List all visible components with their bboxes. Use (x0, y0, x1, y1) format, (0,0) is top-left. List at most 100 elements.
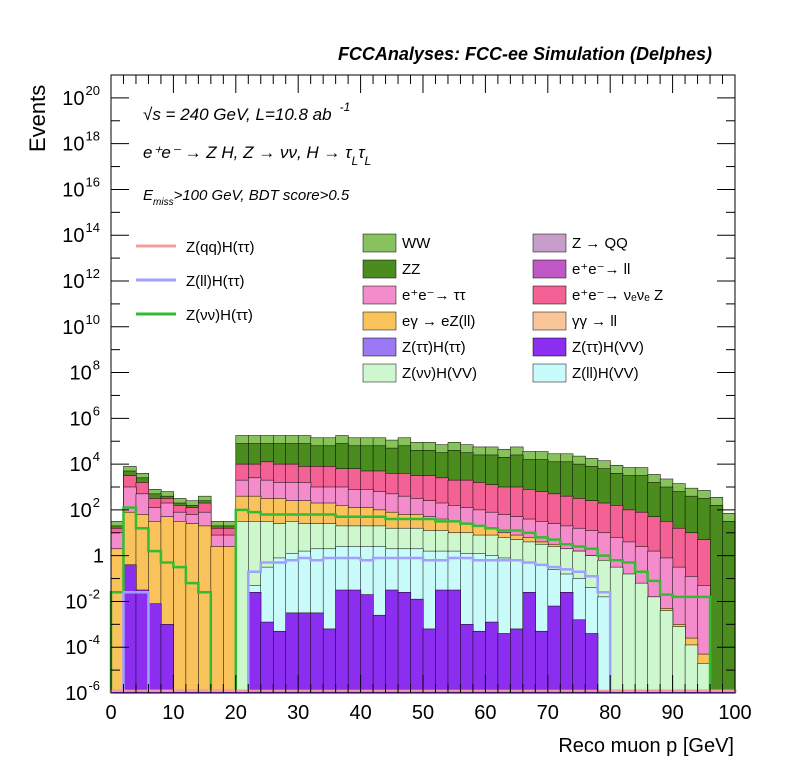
selection-annotation: Emiss>100 GeV, BDT score>0.5 (143, 187, 350, 208)
bar-ztautau-hvv-14 (285, 612, 299, 694)
bar-ztautau-hvv-38 (584, 633, 599, 694)
legend-swatch-ee_ll (532, 259, 567, 279)
legend-label-gammagamma_ll: γγ → ll (572, 313, 617, 330)
legend-swatch-Znunu_HVV (362, 363, 397, 383)
energy-text: √s = 240 GeV, L=10.8 ab (143, 105, 332, 124)
bar-egamma-ezll-6 (185, 523, 199, 694)
legend-swatch-egamma_eZll (362, 311, 397, 331)
legend-label-WW: WW (402, 235, 431, 252)
energy-annotation: √s = 240 GeV, L=10.8 ab -1 (143, 100, 350, 124)
bar-zll-hvv-39 (597, 596, 611, 694)
bar-ztautau-hvv-3 (148, 603, 162, 694)
bar-ztautau-hvv-17 (322, 628, 337, 694)
stacked-bars (110, 435, 736, 694)
legend-swatch-Z_QQ (532, 233, 567, 253)
selection-subscript: miss (153, 197, 174, 208)
selection-text: >100 GeV, BDT score>0.5 (174, 187, 350, 204)
x-tick-label: 100 (718, 702, 751, 724)
bar-ztautau-hvv-27 (447, 589, 461, 694)
bar-egamma-ezll-8 (210, 546, 224, 694)
bar-ztautau-hvv-32 (510, 628, 524, 694)
y-tick-label: 10-2 (65, 586, 100, 613)
legend-swatch-ee_nunuZ (532, 285, 567, 305)
bar-ztautau-hvv-22 (385, 589, 399, 694)
bar-znunu-hvv-42 (634, 582, 649, 694)
tau-symbol-2: τ (358, 143, 366, 162)
legend-label-Ztautau_HVV: Z(ττ)H(VV) (572, 339, 644, 356)
bar-znunu-hvv-10 (235, 521, 249, 694)
bar-ztautau-hvv-16 (310, 612, 324, 694)
selection-e: E (143, 187, 154, 204)
bar-ztautau-hvv-24 (410, 598, 424, 694)
bar-ztautau-hvv-26 (435, 589, 449, 694)
bar-ztautau-hvv-37 (572, 619, 586, 694)
x-axis-label: Reco muon p [GeV] (558, 735, 734, 757)
legend-label-sig_qq: Z(qq)H(ττ) (186, 239, 255, 256)
legend-swatch-Ztautau_HVV (532, 337, 567, 357)
legend-label-ZZ: ZZ (402, 261, 420, 278)
legend-swatch-WW (362, 233, 397, 253)
legend-label-sig_nunu: Z(νν)H(ττ) (186, 307, 253, 324)
bar-egamma-ezll-7 (198, 525, 212, 694)
y-tick-label: 108 (70, 358, 100, 385)
process-annotation: e⁺e⁻ → Z H, Z → νν, H → τLτL (143, 143, 371, 168)
bar-ztautau-hvv-15 (297, 612, 312, 694)
bar-ztautau-hvv-29 (472, 630, 486, 694)
energy-superscript: -1 (340, 100, 351, 114)
legend-swatch-ZZ (362, 259, 397, 279)
legend-swatch-Ztautau_Htautau (362, 337, 397, 357)
legend-label-Zll_HVV: Z(ll)H(VV) (572, 365, 639, 382)
bar-ztautau-hvv-25 (422, 628, 437, 694)
x-tick-label: 90 (661, 702, 683, 724)
bar-ztautau-hvv-13 (272, 630, 287, 694)
y-tick-label: 102 (70, 495, 100, 522)
bar-ztautau-hvv-23 (397, 592, 412, 694)
bar-ztautau-hvv-18 (335, 589, 349, 694)
legend-label-ee_ll: e⁺e⁻→ ll (572, 261, 630, 278)
y-tick-label: 10-4 (65, 632, 100, 659)
bar-znunu-hvv-44 (659, 610, 674, 694)
bar-znunu-hvv-47 (697, 662, 711, 694)
y-tick-label: 1016 (62, 174, 100, 201)
signal-line-znunu-htautau (109, 506, 737, 693)
bar-ZZ-48 (709, 505, 724, 694)
y-tick-label: 1012 (62, 266, 100, 293)
y-tick-label: 104 (70, 449, 100, 476)
bar-ztautau-hvv-4 (160, 624, 174, 694)
bar-ztautau-hvv-34 (535, 630, 549, 694)
y-tick-label: 10-6 (65, 678, 100, 705)
figure-title: FCCAnalyses: FCC-ee Simulation (Delphes) (338, 44, 712, 64)
legend-label-ee_nunuZ: e⁺e⁻→ νₑνₑ Z (572, 287, 663, 304)
legend-label-sig_ll: Z(ll)H(ττ) (186, 273, 245, 290)
bar-ztautau-hvv-11 (248, 592, 262, 694)
bar-znunu-hvv-41 (622, 573, 636, 694)
bar-znunu-hvv-46 (684, 644, 699, 694)
y-tick-label: 1010 (62, 312, 100, 339)
y-tick-label: 1018 (62, 129, 100, 156)
bar-ztautau-hvv-1 (123, 564, 137, 694)
bar-ztautau-hvv-31 (497, 633, 511, 694)
x-tick-label: 0 (105, 702, 116, 724)
y-tick-label: 106 (70, 403, 100, 430)
y-axis-label: Events (25, 85, 50, 152)
y-tick-label: 1 (93, 546, 104, 568)
bar-egamma-ezll-0 (110, 548, 125, 694)
legend-label-Ztautau_Htautau: Z(ττ)H(ττ) (402, 339, 466, 356)
legend-label-Z_QQ: Z → QQ (572, 235, 628, 252)
bar-ztautau-hvv-33 (522, 592, 536, 694)
y-tick-label: 1020 (62, 83, 100, 110)
bar-ztautau-hvv-35 (547, 605, 561, 694)
x-tick-label: 70 (537, 702, 559, 724)
legend: Z(qq)H(ττ) Z(ll)H(ττ) Z(νν)H(ττ) WW ZZ e⁺e⁻→ … (136, 233, 663, 383)
tau-subscript-2: L (365, 154, 372, 168)
bar-ztautau-hvv-12 (260, 621, 274, 694)
legend-label-Znunu_HVV: Z(νν)H(VV) (402, 365, 477, 382)
bar-ZZ-49 (722, 521, 736, 694)
legend-label-egamma_eZll: eγ → eZ(ll) (402, 313, 475, 330)
x-tick-label: 60 (474, 702, 496, 724)
x-tick-label: 30 (287, 702, 309, 724)
bar-ztautau-hvv-2 (135, 589, 149, 694)
bar-znunu-hvv-40 (609, 566, 624, 694)
legend-label-ee_tautau: e⁺e⁻→ ττ (402, 287, 466, 304)
